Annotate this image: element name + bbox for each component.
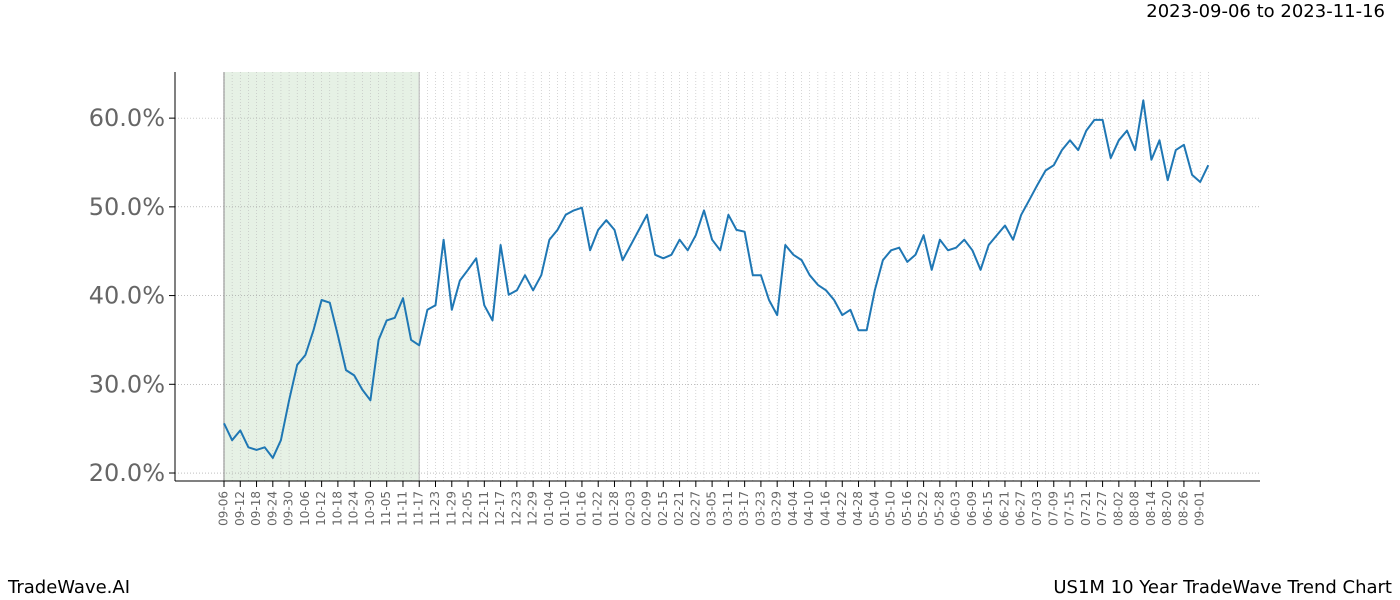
- y-tick-label: 20.0%: [89, 459, 165, 487]
- x-tick-label: 07-27: [1095, 491, 1109, 526]
- x-tick-label: 05-04: [867, 491, 881, 526]
- x-tick-label: 08-02: [1111, 491, 1125, 526]
- x-tick-label: 02-21: [672, 491, 686, 526]
- x-tick-label: 03-23: [753, 491, 767, 526]
- x-tick-label: 10-06: [298, 491, 312, 526]
- x-tick-label: 08-20: [1160, 491, 1174, 526]
- x-tick-label: 12-05: [461, 491, 475, 526]
- x-tick-label: 06-21: [997, 491, 1011, 526]
- data-line: [223, 99, 1210, 459]
- x-tick-label: 07-15: [1063, 491, 1077, 526]
- x-tick-label: 01-04: [542, 491, 556, 526]
- x-tick-label: 12-11: [477, 491, 491, 526]
- x-tick-label: 09-30: [282, 491, 296, 526]
- x-tick-label: 03-05: [705, 491, 719, 526]
- x-tick-label: 01-22: [591, 491, 605, 526]
- x-tick-label: 09-18: [249, 491, 263, 526]
- x-tick-label: 01-10: [558, 491, 572, 526]
- x-tick-label: 09-12: [233, 491, 247, 526]
- x-tick-label: 12-17: [493, 491, 507, 526]
- y-tick-label: 40.0%: [89, 282, 165, 310]
- x-tick-label: 06-27: [1014, 491, 1028, 526]
- x-tick-label: 10-30: [363, 491, 377, 526]
- x-tick-label: 05-28: [932, 491, 946, 526]
- x-tick-label: 10-18: [330, 491, 344, 526]
- date-range: 2023-09-06 to 2023-11-16: [1146, 1, 1385, 22]
- x-tick-label: 07-21: [1079, 491, 1093, 526]
- x-tick-label: 02-09: [640, 491, 654, 526]
- y-tick-label: 30.0%: [89, 370, 165, 398]
- x-tick-label: 05-16: [900, 491, 914, 526]
- x-tick-label: 11-29: [444, 491, 458, 526]
- x-tick-label: 01-28: [607, 491, 621, 526]
- x-tick-label: 06-15: [981, 491, 995, 526]
- y-tick-label: 50.0%: [89, 193, 165, 221]
- x-tick-label: 07-03: [1030, 491, 1044, 526]
- x-tick-label: 04-28: [851, 491, 865, 526]
- x-tick-label: 07-09: [1046, 491, 1060, 526]
- x-tick-label: 09-06: [217, 491, 231, 526]
- x-tick-label: 03-29: [770, 491, 784, 526]
- x-tick-label: 10-12: [314, 491, 328, 526]
- x-tick-label: 04-22: [835, 491, 849, 526]
- x-tick-label: 08-14: [1144, 491, 1158, 526]
- x-tick-label: 04-04: [786, 491, 800, 526]
- x-tick-label: 03-17: [737, 491, 751, 526]
- brand: TradeWave.AI: [7, 577, 130, 598]
- x-tick-label: 01-16: [574, 491, 588, 526]
- x-tick-label: 12-23: [509, 491, 523, 526]
- x-tick-label: 11-23: [428, 491, 442, 526]
- x-tick-label: 08-26: [1176, 491, 1190, 526]
- x-tick-label: 08-08: [1128, 491, 1142, 526]
- x-tick-label: 02-27: [688, 491, 702, 526]
- x-tick-label: 02-03: [623, 491, 637, 526]
- x-tick-label: 03-11: [721, 491, 735, 526]
- x-tick-label: 06-09: [965, 491, 979, 526]
- x-tick-label: 09-24: [265, 491, 279, 526]
- x-tick-label: 10-24: [347, 491, 361, 526]
- x-tick-label: 04-10: [802, 491, 816, 526]
- x-tick-label: 12-29: [526, 491, 540, 526]
- x-tick-label: 11-17: [412, 491, 426, 526]
- x-tick-label: 05-10: [884, 491, 898, 526]
- x-tick-label: 06-03: [949, 491, 963, 526]
- x-tick-label: 11-05: [379, 491, 393, 526]
- chart-title: US1M 10 Year TradeWave Trend Chart: [1053, 577, 1392, 598]
- x-tick-label: 04-16: [818, 491, 832, 526]
- x-tick-label: 02-15: [656, 491, 670, 526]
- x-tick-label: 09-01: [1193, 491, 1207, 526]
- y-tick-label: 60.0%: [89, 104, 165, 132]
- x-tick-label: 11-11: [395, 491, 409, 526]
- x-tick-label: 05-22: [916, 491, 930, 526]
